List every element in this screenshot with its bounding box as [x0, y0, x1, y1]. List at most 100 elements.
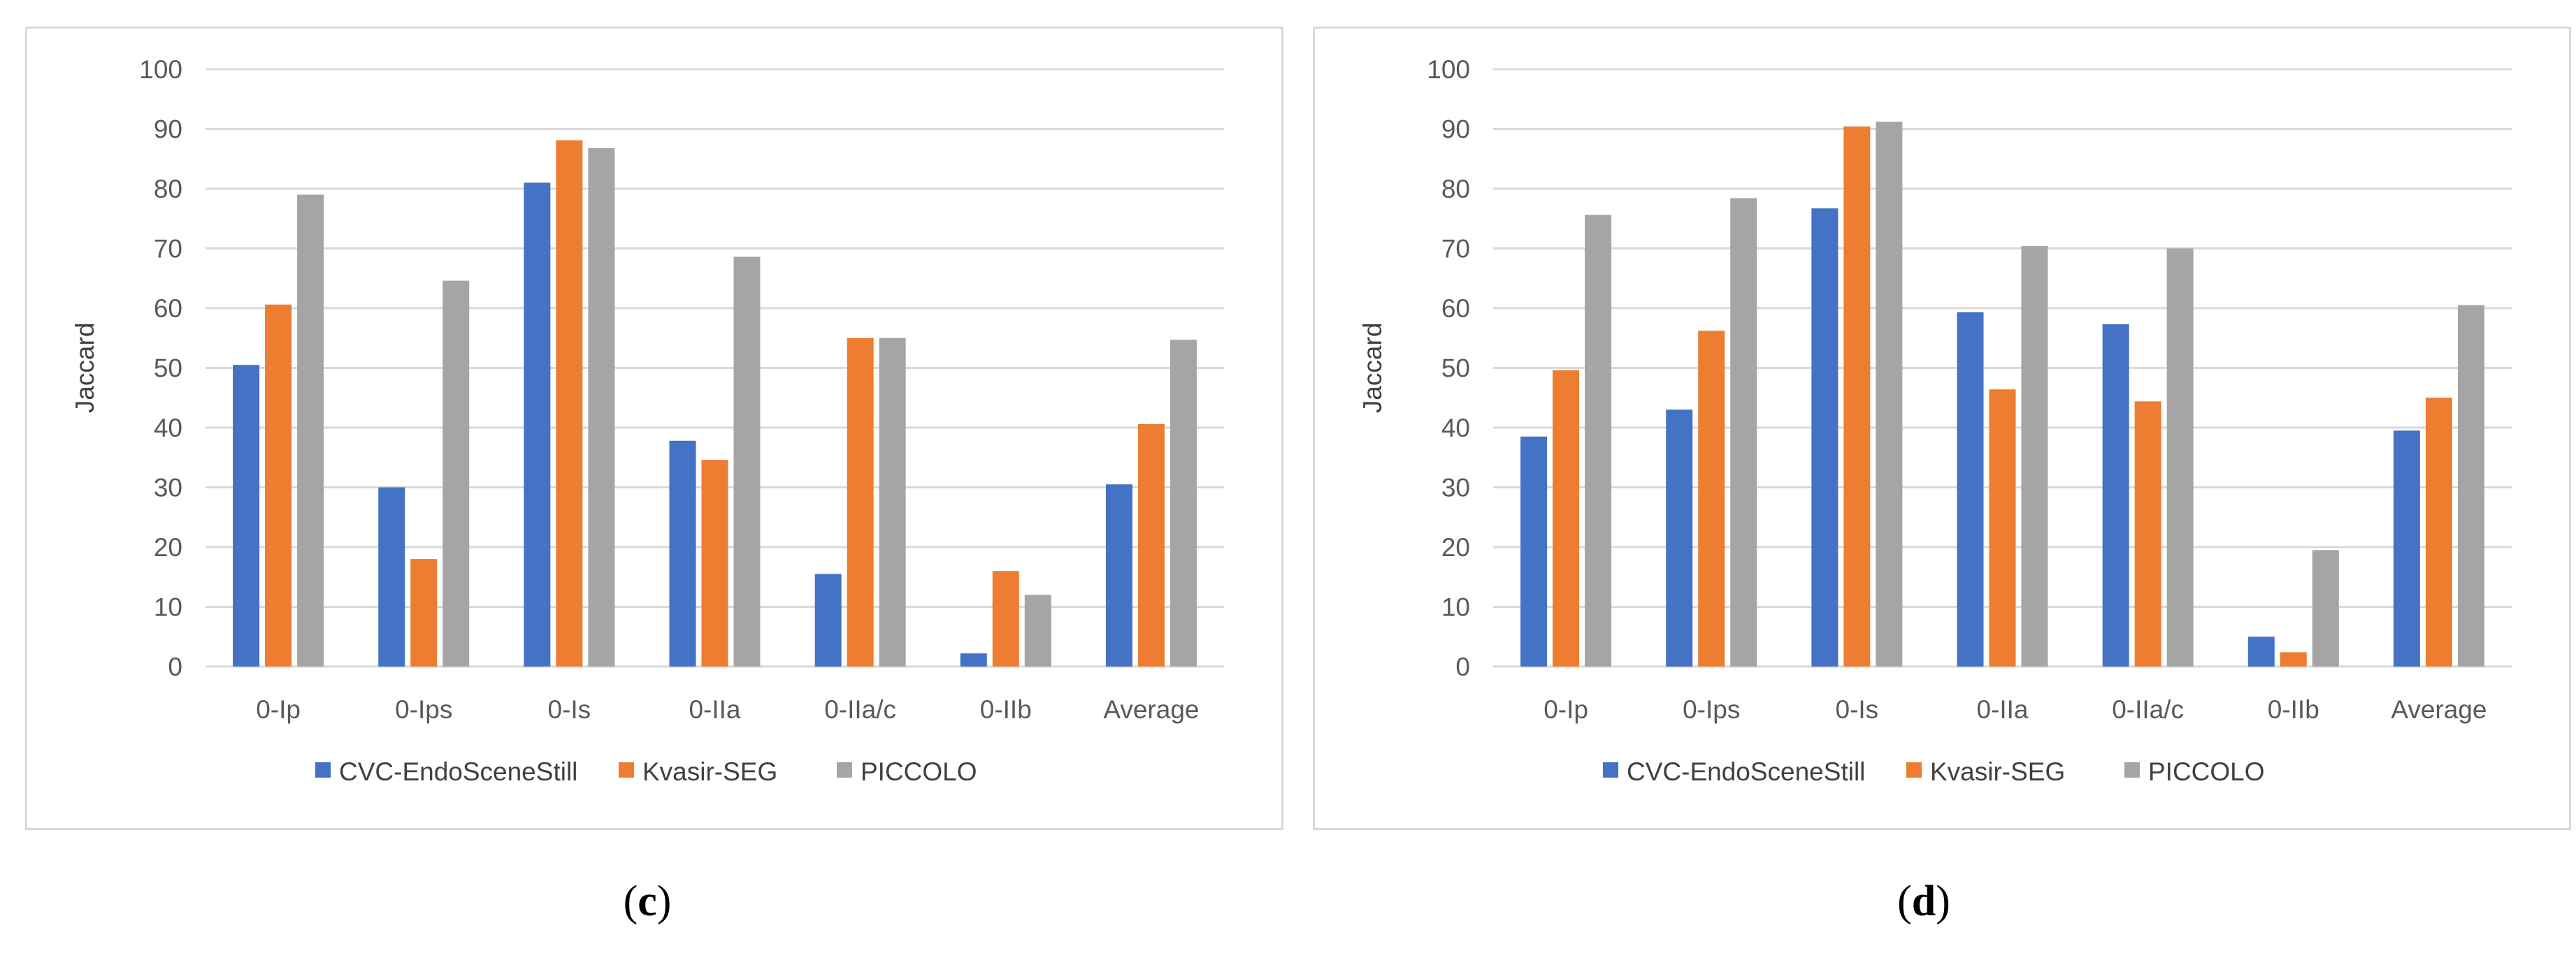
x-tick-label: 0-Is [548, 695, 591, 724]
y-tick-label: 20 [1441, 533, 1470, 562]
y-axis-title: Jaccard [1358, 323, 1387, 414]
x-tick-label: 0-IIa/c [2112, 695, 2184, 724]
legend-label: CVC-EndoSceneStill [339, 757, 577, 786]
bar-kvasir-seg [556, 140, 583, 667]
x-tick-label: 0-Is [1836, 695, 1879, 724]
bar-kvasir-seg [2280, 652, 2307, 667]
chart-panel-c: 0 10 20 30 40 50 60 70 80 90 100 Jaccard 0-Ip 0-Ips 0-… [25, 27, 1283, 830]
jaccard-bar-chart-c: 0 10 20 30 40 50 60 70 80 90 100 Jaccard 0-Ip 0-Ips 0-… [71, 55, 1224, 786]
y-tick-label: 20 [154, 533, 182, 562]
bar-piccolo [1730, 198, 1757, 667]
bar-cvc-endoscenestill [960, 653, 987, 667]
bar-kvasir-seg [1989, 389, 2016, 667]
bar-kvasir-seg [410, 559, 438, 667]
bar-cvc-endoscenestill [2102, 324, 2129, 667]
bar-kvasir-seg [701, 460, 728, 667]
bar-piccolo [1876, 122, 1903, 667]
bar-kvasir-seg [1843, 126, 1871, 667]
y-tick-label: 10 [1441, 593, 1470, 622]
x-tick-label: 0-Ip [1544, 695, 1588, 724]
bar-piccolo [297, 194, 324, 667]
bar-kvasir-seg [1137, 423, 1165, 667]
x-tick-label: 0-IIa [689, 695, 740, 724]
legend-label: CVC-EndoSceneStill [1627, 757, 1865, 786]
bar-kvasir-seg [1698, 330, 1725, 667]
figure-caption-d: (d) [1897, 878, 1950, 925]
bar-kvasir-seg [2134, 401, 2161, 667]
legend-label: PICCOLO [861, 757, 977, 786]
legend-swatch [315, 762, 331, 778]
x-tick-label: 0-IIb [980, 695, 1032, 724]
bar-cvc-endoscenestill [1105, 484, 1132, 667]
legend-swatch [837, 762, 852, 778]
bar-piccolo [2021, 246, 2048, 667]
bar-cvc-endoscenestill [1811, 208, 1839, 667]
y-tick-label: 60 [1441, 294, 1470, 323]
y-tick-label: 30 [1441, 474, 1470, 502]
bar-piccolo [733, 256, 761, 667]
legend-swatch [1906, 762, 1922, 778]
y-tick-label: 100 [1427, 55, 1470, 84]
bar-kvasir-seg [847, 337, 874, 667]
bar-piccolo [2312, 550, 2339, 667]
bar-piccolo [1585, 214, 1612, 667]
x-tick-label: 0-IIb [2268, 695, 2319, 724]
legend-label: PICCOLO [2148, 757, 2265, 786]
bar-cvc-endoscenestill [524, 182, 551, 667]
y-tick-label: 0 [1455, 653, 1470, 681]
x-tick-label: 0-IIa/c [824, 695, 896, 724]
bar-piccolo [588, 147, 615, 667]
x-tick-label: 0-IIa [1976, 695, 2028, 724]
y-tick-label: 40 [1441, 414, 1470, 442]
y-tick-label: 100 [139, 55, 182, 84]
y-tick-label: 70 [154, 235, 182, 263]
y-tick-label: 50 [154, 354, 182, 383]
y-tick-label: 10 [154, 593, 182, 622]
legend-swatch [1603, 762, 1618, 778]
bar-piccolo [1024, 595, 1051, 667]
y-tick-label: 70 [1441, 235, 1470, 263]
y-tick-label: 60 [154, 294, 182, 323]
bar-cvc-endoscenestill [2393, 430, 2420, 667]
x-tick-label: 0-Ip [256, 695, 301, 724]
bar-piccolo [442, 280, 470, 667]
legend-label: Kvasir-SEG [642, 757, 777, 786]
bar-cvc-endoscenestill [669, 440, 696, 667]
bar-cvc-endoscenestill [814, 574, 842, 667]
bar-piccolo [2457, 305, 2484, 667]
y-tick-label: 0 [168, 653, 182, 681]
y-tick-label: 90 [1441, 115, 1470, 144]
bar-cvc-endoscenestill [2247, 637, 2275, 667]
jaccard-bar-chart-d: 0 10 20 30 40 50 60 70 80 90 100 Jaccard 0-Ip 0-Ips 0-… [1358, 55, 2512, 786]
y-tick-label: 80 [154, 175, 182, 203]
y-tick-label: 90 [154, 115, 182, 144]
x-tick-label: Average [1103, 695, 1199, 724]
caption-letter: d [1911, 878, 1936, 925]
bar-kvasir-seg [265, 304, 292, 667]
chart-panel-d: 0 10 20 30 40 50 60 70 80 90 100 Jaccard 0-Ip 0-Ips 0-… [1313, 27, 2571, 830]
y-axis-title: Jaccard [71, 323, 99, 414]
figure-caption-c: (c) [623, 878, 672, 925]
bar-kvasir-seg [992, 571, 1019, 667]
y-tick-label: 50 [1441, 354, 1470, 383]
bar-piccolo [2166, 248, 2194, 667]
x-tick-label: 0-Ips [395, 695, 452, 724]
bar-cvc-endoscenestill [1957, 312, 1984, 667]
bar-kvasir-seg [1553, 370, 1580, 667]
bar-piccolo [1170, 340, 1197, 667]
x-tick-label: 0-Ips [1683, 695, 1740, 724]
bar-cvc-endoscenestill [1666, 409, 1693, 667]
bar-cvc-endoscenestill [1520, 436, 1548, 667]
legend-label: Kvasir-SEG [1930, 757, 2065, 786]
bar-cvc-endoscenestill [233, 365, 260, 667]
y-tick-label: 40 [154, 414, 182, 442]
caption-letter: c [638, 878, 657, 925]
y-tick-label: 30 [154, 474, 182, 502]
legend-swatch [619, 762, 634, 778]
x-tick-label: Average [2391, 695, 2487, 724]
bar-kvasir-seg [2425, 398, 2452, 667]
y-tick-label: 80 [1441, 175, 1470, 203]
bar-piccolo [879, 337, 906, 667]
legend-swatch [2124, 762, 2140, 778]
bar-cvc-endoscenestill [378, 487, 405, 667]
